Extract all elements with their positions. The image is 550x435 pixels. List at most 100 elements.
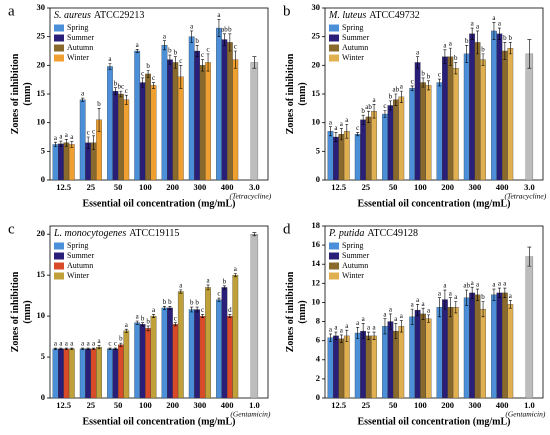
x-tick-label: 400 xyxy=(221,182,234,192)
significance-letter: b xyxy=(481,293,485,301)
bar xyxy=(436,307,443,399)
significance-letter: a xyxy=(65,340,69,348)
x-tick-label: 300 xyxy=(194,400,207,410)
error-bar xyxy=(228,314,232,319)
error-bar xyxy=(328,126,332,137)
bar xyxy=(496,33,503,181)
error-bar xyxy=(481,301,485,318)
legend-swatch xyxy=(54,252,64,260)
x-tick-label: 100 xyxy=(139,182,152,192)
error-bar xyxy=(64,347,68,350)
bar xyxy=(205,287,211,399)
error-bar xyxy=(97,108,101,132)
bar xyxy=(425,85,432,181)
error-bar xyxy=(427,314,431,323)
bar xyxy=(177,291,184,399)
x-tick-label: 50 xyxy=(114,400,123,410)
bar xyxy=(199,65,206,181)
bar xyxy=(343,131,350,181)
y-axis-label-line: (mm) xyxy=(22,82,33,105)
significance-letter: b xyxy=(503,34,507,42)
legend-swatch xyxy=(329,242,339,250)
y-axis-label-line: Zones of inhibition xyxy=(285,53,296,134)
y-tick-label: 15 xyxy=(37,88,46,98)
error-bar xyxy=(339,128,343,141)
error-bar xyxy=(222,33,226,46)
x-tick-label: 300 xyxy=(194,182,207,192)
bar xyxy=(150,85,157,181)
legend-swatch xyxy=(54,242,64,250)
significance-letter: c xyxy=(201,51,204,59)
significance-letter: c xyxy=(206,45,209,53)
legend-label: Autumn xyxy=(67,43,93,52)
error-bar xyxy=(399,320,403,333)
significance-letter: a xyxy=(70,133,74,141)
x-tick-label: 100 xyxy=(414,182,427,192)
species: P. putida xyxy=(328,228,364,239)
error-bar xyxy=(497,27,501,40)
significance-letter: c xyxy=(356,124,359,132)
y-tick-label: 10 xyxy=(312,117,321,127)
bar xyxy=(58,348,64,399)
bar xyxy=(398,326,405,399)
plot-frame xyxy=(324,225,544,399)
bar xyxy=(442,56,448,181)
error-bar xyxy=(334,132,338,142)
bar xyxy=(474,42,481,181)
bar xyxy=(107,348,113,399)
bar xyxy=(469,33,476,181)
error-bar xyxy=(527,39,532,69)
error-bar xyxy=(345,124,349,139)
legend-swatch xyxy=(54,24,64,32)
strain: ATCC29213 xyxy=(94,10,145,21)
error-bar xyxy=(367,331,371,341)
significance-letter: a xyxy=(206,277,210,285)
error-bar xyxy=(168,54,172,65)
significance-letter: a xyxy=(449,40,453,48)
y-axis-label-line: Zones of inhibition xyxy=(10,271,21,352)
x-tick-label: 400 xyxy=(496,400,509,410)
bar xyxy=(463,53,470,181)
significance-letter: a xyxy=(87,340,91,348)
bar xyxy=(232,59,239,181)
bar xyxy=(52,348,59,399)
significance-letter: a xyxy=(108,55,112,63)
legend-swatch xyxy=(54,272,64,280)
bar xyxy=(491,294,497,399)
significance-letter: ab xyxy=(221,25,228,33)
y-tick-label: 16 xyxy=(312,239,321,249)
significance-letter: a xyxy=(492,14,496,22)
significance-letter: a xyxy=(400,312,404,320)
error-bar xyxy=(168,305,172,310)
legend-swatch xyxy=(329,34,339,42)
error-bar xyxy=(217,19,221,37)
significance-letter: ab xyxy=(393,86,400,94)
error-bar xyxy=(448,297,452,318)
significance-letter: b xyxy=(223,277,227,285)
bar xyxy=(167,59,173,181)
bar xyxy=(371,335,377,399)
significance-letter: a xyxy=(367,324,371,332)
legend-label: Winter xyxy=(67,53,89,62)
bar xyxy=(226,42,233,181)
error-bar xyxy=(162,305,166,310)
error-bar xyxy=(228,33,232,52)
x-tick-label: 12.5 xyxy=(331,400,346,410)
error-bar xyxy=(190,30,194,43)
x-tick-label: 12.5 xyxy=(331,182,346,192)
control-bar xyxy=(250,234,259,399)
y-tick-label: 5 xyxy=(316,145,320,155)
significance-letter: a xyxy=(416,296,420,304)
y-tick-label: 10 xyxy=(37,310,46,320)
significance-letter: a xyxy=(503,280,507,288)
error-bar xyxy=(361,323,365,340)
y-tick-label: 15 xyxy=(37,269,46,279)
significance-letter: c xyxy=(114,340,117,348)
bar xyxy=(145,73,151,181)
plot-frame xyxy=(49,225,269,399)
significance-letter: a xyxy=(471,279,475,287)
significance-letter: a xyxy=(383,310,387,318)
x-tick-label: 300 xyxy=(469,400,482,410)
error-bar xyxy=(383,110,387,118)
significance-letter: c xyxy=(217,290,220,298)
